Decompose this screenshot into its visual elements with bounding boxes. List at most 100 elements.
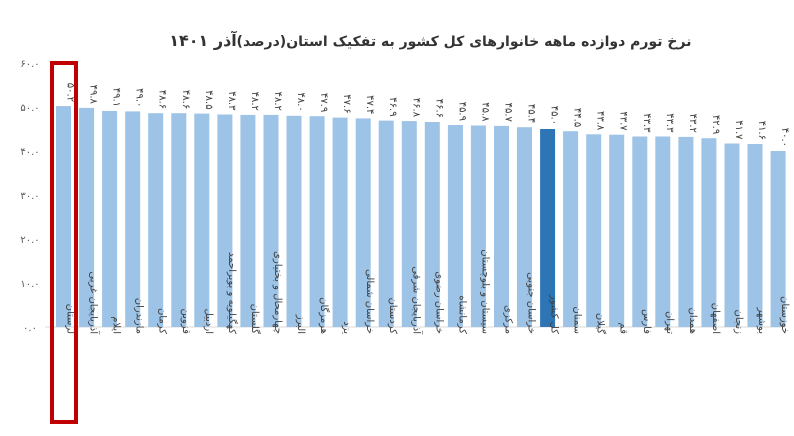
bar (194, 113, 210, 327)
bar (79, 107, 95, 328)
category-label: سیستان و بلوچستان (479, 249, 490, 334)
y-tick-label: ۱۰.۰ (20, 279, 39, 290)
value-label: ۴۸.۳ (226, 91, 237, 111)
value-label: ۴۵.۸ (479, 102, 490, 122)
value-label: ۴۶.۹ (387, 97, 398, 116)
bar (286, 115, 302, 327)
y-tick-label: ۵۰.۰ (20, 103, 39, 114)
category-label: تهران (664, 311, 675, 334)
bar (494, 125, 509, 328)
value-label: ۴۵.۴ (526, 104, 537, 123)
value-label: ۴۹.۱ (111, 88, 122, 107)
y-tick-label: ۳۰.۰ (20, 191, 39, 202)
category-label: خراسان جنوبی (526, 272, 537, 334)
bars (56, 106, 786, 328)
category-label: کهگیلویه و بویراحمد (226, 252, 238, 334)
value-label: ۴۳.۳ (641, 113, 652, 133)
category-label: گیلان (595, 313, 607, 334)
highlight-box-lorestan (50, 61, 78, 424)
category-label: فارس (641, 309, 652, 334)
category-label: ایلام (111, 316, 122, 334)
y-tick-label: ۰.۰ (23, 323, 37, 334)
bar (655, 136, 671, 327)
y-tick-label: ۶۰.۰ (20, 59, 39, 70)
value-label: ۴۸.۶ (157, 90, 168, 109)
bar (609, 134, 625, 327)
category-label: سمنان (572, 306, 583, 334)
category-label: البرز (295, 314, 306, 334)
category-label: هرمزگان (318, 297, 330, 334)
bar (332, 117, 348, 327)
bar (355, 118, 371, 328)
bar (724, 143, 740, 327)
bar (517, 127, 532, 327)
value-label: ۴۳.۳ (664, 113, 675, 133)
value-label: ۴۵.۰ (549, 106, 560, 125)
bar (125, 111, 141, 328)
category-label: خراسان شمالی (364, 269, 375, 334)
bar (747, 144, 763, 327)
chart-title-date: آذر ۱۴۰۱ (169, 30, 237, 50)
bar (632, 136, 648, 327)
bar (678, 136, 694, 327)
category-label: کرمان (157, 308, 168, 334)
bar (563, 131, 579, 327)
bar (701, 138, 717, 327)
bar (401, 121, 417, 327)
category-label: خوزستان (779, 296, 790, 334)
value-label: ۴۸.۶ (180, 90, 191, 109)
category-label: گلستان (249, 304, 261, 335)
category-label: همدان (687, 308, 698, 334)
value-label: ۴۱.۶ (756, 121, 767, 140)
category-labels: لرستان آذربایجان غربی ایلام مازندران کرمان قز… (65, 249, 791, 335)
category-label: کرمانشاه (456, 295, 467, 334)
bar (470, 125, 486, 327)
value-label: ۴۹.۰ (134, 88, 145, 107)
value-label: ۴۳.۲ (687, 114, 698, 133)
category-label: کردستان (387, 297, 398, 334)
value-label: ۵۰.۲ (65, 83, 76, 102)
bar (148, 113, 164, 327)
category-label: زنجان (733, 310, 744, 335)
value-label: ۴۶.۸ (410, 98, 421, 118)
value-label: ۴۷.۶ (341, 94, 352, 113)
category-label: لرستان (65, 304, 76, 334)
value-label: ۴۳.۷ (618, 111, 629, 131)
value-label: ۴۷.۴ (364, 95, 375, 114)
chart-title: نرخ تورم دوازده ماهه خانوارهای کل کشور ب… (237, 34, 692, 50)
bar (217, 114, 233, 327)
category-label: اصفهان (710, 303, 721, 334)
y-axis: ۰.۰ ۱۰.۰ ۲۰.۰ ۳۰.۰ ۴۰.۰ ۵۰.۰ ۶۰.۰ (20, 59, 39, 334)
category-label: قم (618, 323, 629, 335)
bar (263, 114, 279, 328)
category-label: مازندران (134, 298, 145, 334)
category-label: چهارمحال و بختیاری (272, 251, 283, 334)
value-label: ۴۹.۸ (88, 85, 99, 105)
value-label: ۴۴.۵ (572, 108, 583, 127)
category-label: خراسان رضوی (433, 271, 444, 334)
bar (540, 129, 556, 327)
category-label: آذربایجان غربی (88, 271, 101, 335)
bar (171, 113, 187, 327)
value-label: ۴۶.۶ (433, 99, 444, 118)
category-label: مرکزی (503, 305, 514, 334)
value-label: ۴۸.۲ (272, 92, 283, 111)
value-label: ۴۰.۰ (779, 128, 790, 147)
value-label: ۴۸.۰ (295, 93, 306, 112)
y-tick-label: ۴۰.۰ (20, 147, 39, 158)
value-label: ۴۵.۹ (456, 102, 467, 121)
bar (102, 111, 118, 327)
bar (56, 106, 71, 327)
value-label: ۴۷.۹ (318, 93, 329, 112)
value-label: ۴۸.۲ (249, 92, 260, 111)
category-label: کل کشور (549, 294, 560, 334)
value-label: ۴۸.۵ (203, 90, 214, 109)
bar (447, 125, 463, 327)
value-labels: ۵۰.۲ ۴۹.۸ ۴۹.۱ ۴۹.۰ ۴۸.۶ ۴۸.۶ ۴۸.۵ ۴۸.۳ ۴۸.۲ ۴۸.۲… (65, 83, 791, 147)
bar (586, 134, 602, 327)
category-label: آذربایجان شرقی (410, 266, 423, 335)
category-label: بوشهر (756, 307, 767, 334)
category-label: یزد (341, 321, 352, 334)
